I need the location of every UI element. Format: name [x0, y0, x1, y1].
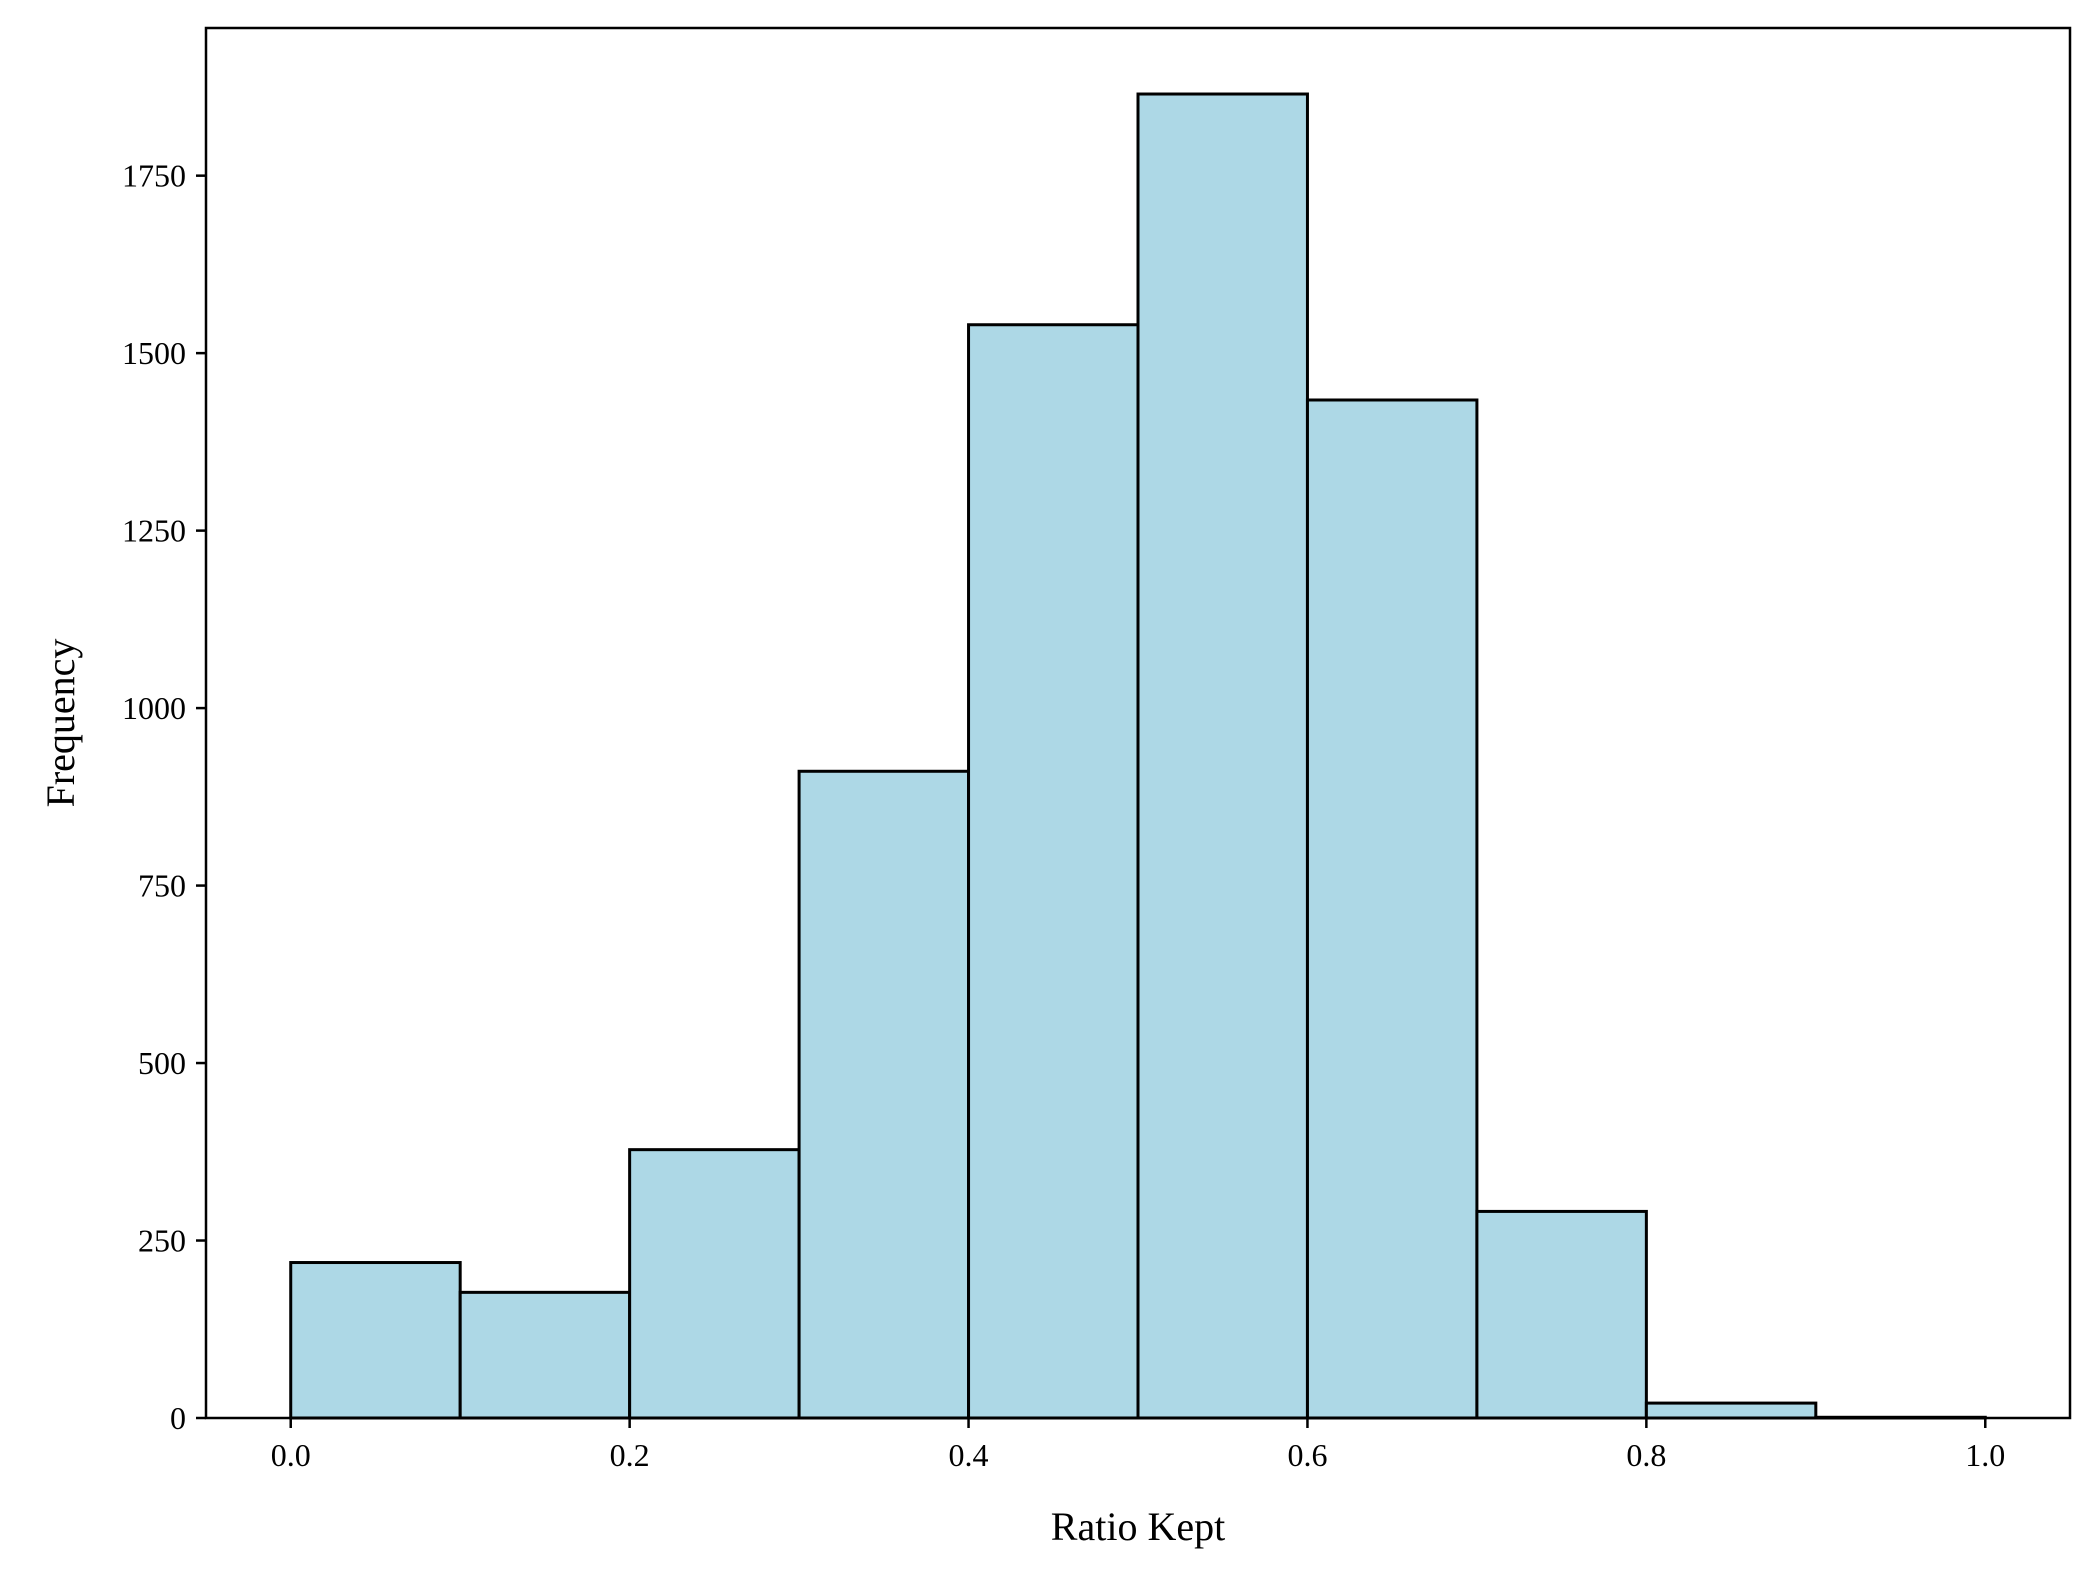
y-tick-label: 1250: [122, 513, 186, 549]
y-axis-label: Frequency: [38, 639, 83, 808]
y-tick-label: 1500: [122, 335, 186, 371]
y-tick-label: 500: [138, 1045, 186, 1081]
x-axis-label: Ratio Kept: [1051, 1504, 1225, 1549]
histogram-bar: [1136, 92, 1309, 1420]
histogram-bar: [458, 1290, 632, 1420]
histogram-bar: [1644, 1401, 1818, 1420]
x-tick-label: 0.0: [271, 1437, 311, 1473]
y-tick-label: 1750: [122, 158, 186, 194]
histogram-bar: [1305, 398, 1479, 1420]
histogram-bar: [797, 769, 971, 1420]
x-tick-label: 0.8: [1626, 1437, 1666, 1473]
histogram-bars: [289, 92, 1987, 1420]
plot-frame: [204, 26, 2072, 1420]
histogram-bar: [289, 1261, 462, 1420]
histogram-bar: [1475, 1209, 1648, 1420]
x-tick-label: 0.4: [949, 1437, 989, 1473]
histogram-bar: [967, 323, 1140, 1420]
x-tick-label: 1.0: [1965, 1437, 2005, 1473]
y-tick-label: 750: [138, 868, 186, 904]
x-tick-label: 0.2: [610, 1437, 650, 1473]
y-axis-ticks: 0 250 500 750 1000 1250 1500 1750: [122, 158, 206, 1436]
y-tick-label: 1000: [122, 690, 186, 726]
histogram-bar: [628, 1148, 801, 1420]
y-tick-label: 250: [138, 1223, 186, 1259]
x-tick-label: 0.6: [1287, 1437, 1327, 1473]
x-axis-ticks: 0.0 0.2 0.4 0.6 0.8 1.0: [271, 1418, 2005, 1473]
y-tick-label: 0: [170, 1400, 186, 1436]
